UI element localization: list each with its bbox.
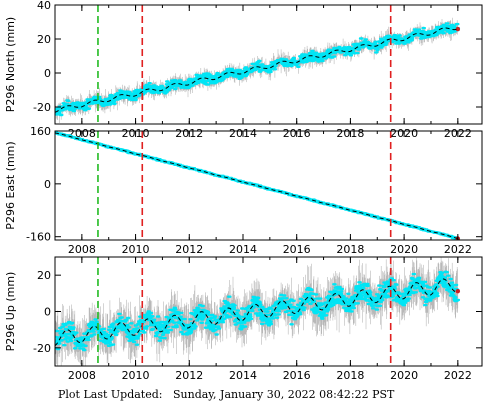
y-tick-label: 160 <box>30 125 51 138</box>
axes-frame <box>54 4 483 125</box>
y-tick-label: -20 <box>33 101 51 114</box>
y-tick-label: 20 <box>37 269 51 282</box>
y-axis-label: P296 North (mm) <box>4 17 17 112</box>
x-tick-label: 2012 <box>175 369 203 382</box>
x-tick-label: 2020 <box>390 243 418 256</box>
x-tick-label: 2022 <box>444 369 472 382</box>
y-tick-label: 40 <box>37 0 51 12</box>
axes-frame <box>54 130 483 241</box>
panel-3: 2008 2010 2012 2014 2016 2018 2020 2022 -20 0 20 P2… <box>4 256 483 382</box>
x-tick-label: 2016 <box>283 369 311 382</box>
point-cloud <box>55 22 461 117</box>
y-axis-label: P296 Up (mm) <box>4 272 17 352</box>
x-tick-label: 2014 <box>229 243 257 256</box>
x-tick-label: 2018 <box>336 369 364 382</box>
x-tick-label: 2016 <box>283 243 311 256</box>
y-tick-label: -160 <box>26 231 51 244</box>
x-tick-label: 2020 <box>390 369 418 382</box>
plot-footer: Plot Last Updated: Sunday, January 30, 2… <box>58 388 394 401</box>
point-cloud <box>55 270 461 352</box>
panel-1: 2008 2010 2012 2014 2016 2018 2020 2022-2002040… <box>4 0 483 140</box>
latest-point <box>455 26 461 32</box>
x-tick-label: 2008 <box>68 369 96 382</box>
y-tick-label: 0 <box>44 67 51 80</box>
data-points <box>55 131 461 240</box>
x-tick-label: 2014 <box>229 369 257 382</box>
latest-point <box>455 288 461 294</box>
x-tick-label: 2010 <box>122 369 150 382</box>
y-tick-label: 0 <box>44 306 51 319</box>
x-tick-label: 2022 <box>444 243 472 256</box>
y-tick-label: 20 <box>37 33 51 46</box>
plot-area <box>55 5 461 124</box>
footer-timestamp: Sunday, January 30, 2022 08:42:22 PST <box>172 388 395 401</box>
y-axis-label: P296 East (mm) <box>4 141 17 229</box>
plot-area <box>55 131 461 240</box>
model-line <box>55 278 458 347</box>
y-tick-label: -20 <box>33 342 51 355</box>
point-cloud <box>55 131 461 240</box>
footer-label: Plot Last Updated: <box>58 388 163 401</box>
data-points <box>55 270 461 352</box>
panel-2: 2008 2010 2012 2014 2016 2018 2020 2022 -160 0 160… <box>4 125 483 256</box>
x-tick-label: 2018 <box>336 243 364 256</box>
model-line <box>55 27 458 113</box>
x-tick-label: 2010 <box>122 243 150 256</box>
plot-area <box>55 257 461 366</box>
data-points <box>55 22 461 117</box>
x-tick-label: 2008 <box>68 243 96 256</box>
x-tick-label: 2012 <box>175 243 203 256</box>
y-tick-label: 0 <box>44 178 51 191</box>
